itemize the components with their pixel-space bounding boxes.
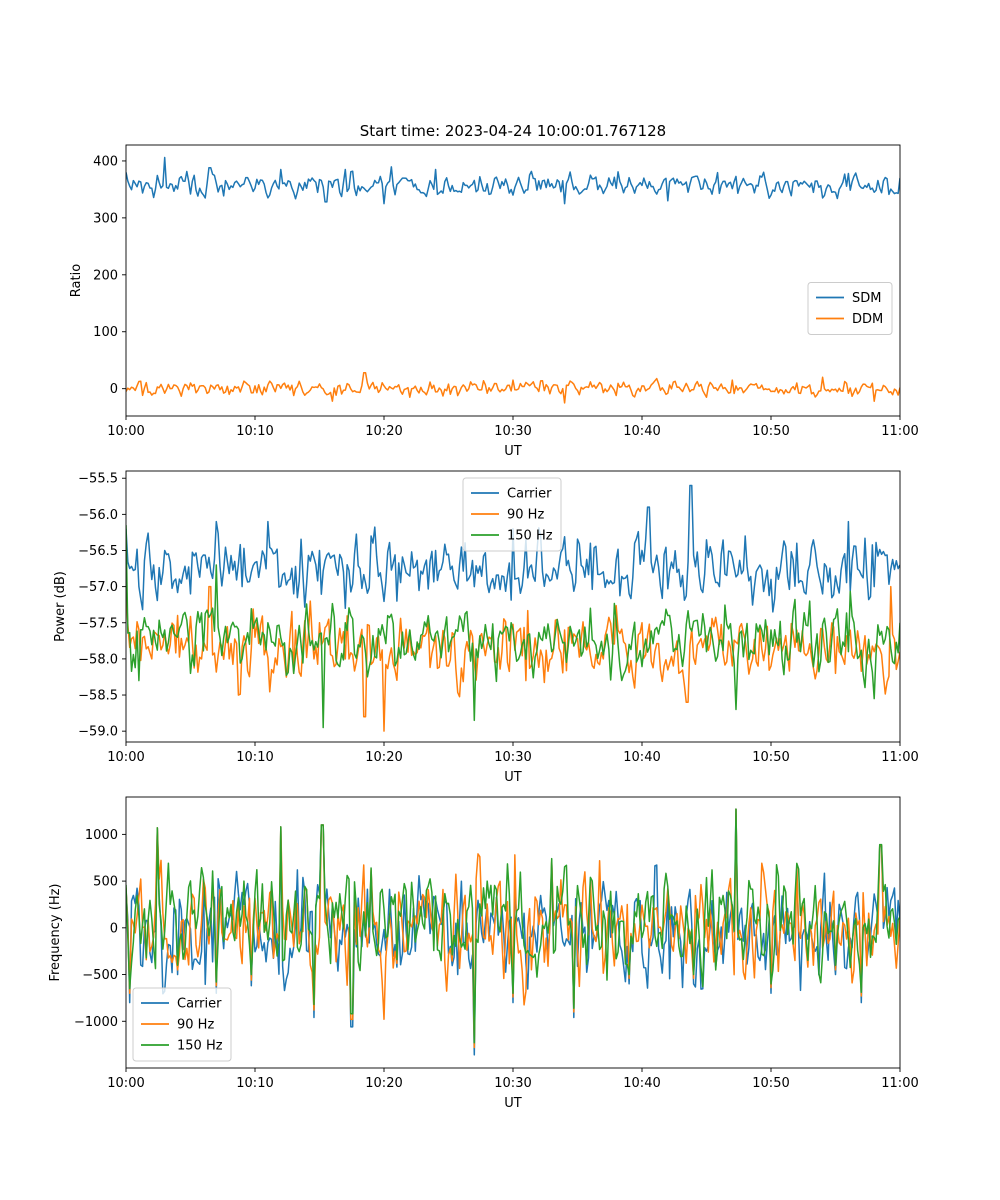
x-tick-label: 10:20 (365, 1076, 402, 1091)
x-tick-label: 11:00 (881, 424, 918, 439)
x-tick-label: 10:30 (494, 750, 531, 765)
y-tick-label: −56.5 (78, 544, 118, 559)
legend: Carrier 90 Hz 150 Hz (132, 987, 232, 1062)
x-tick-label: 10:10 (236, 424, 273, 439)
legend-label: 150 Hz (177, 1039, 223, 1054)
x-tick-label: 11:00 (881, 1076, 918, 1091)
legend-box (132, 987, 232, 1062)
y-tick-label: −59.0 (78, 725, 118, 740)
legend-label: Carrier (177, 997, 222, 1012)
x-tick-label: 11:00 (881, 750, 918, 765)
legend: SDM DDM (807, 282, 893, 335)
legend-label: 90 Hz (177, 1018, 214, 1033)
x-axis-label: UT (504, 770, 522, 785)
x-tick-label: 10:00 (107, 424, 144, 439)
x-axis-label: UT (504, 444, 522, 459)
legend-box (807, 282, 893, 335)
x-tick-label: 10:40 (623, 1076, 660, 1091)
y-tick-label: −58.0 (78, 652, 118, 667)
subplot-2: 10:00 10:10 10:20 10:30 10:40 10:50 11:00 −59.0… (53, 470, 919, 785)
x-tick-label: 10:00 (107, 1076, 144, 1091)
y-axis-label: Power (dB) (53, 571, 68, 642)
series-line-90-hz (126, 585, 900, 732)
series-line-150-hz (126, 808, 900, 1044)
y-tick-label: −57.0 (78, 580, 118, 595)
legend: Carrier 90 Hz 150 Hz (462, 477, 562, 552)
legend-label: Carrier (507, 487, 552, 502)
y-tick-label: −500 (82, 968, 118, 983)
y-tick-label: 300 (93, 211, 118, 226)
series-line-carrier (126, 808, 900, 1056)
y-tick-label: 500 (93, 875, 118, 890)
y-tick-label: −57.5 (78, 616, 118, 631)
x-tick-label: 10:30 (494, 1076, 531, 1091)
x-tick-label: 10:10 (236, 1076, 273, 1091)
subplot-1: 10:00 10:10 10:20 10:30 10:40 10:50 11:00 0 100 2… (69, 122, 919, 459)
legend-label: 150 Hz (507, 529, 553, 544)
legend-box (462, 477, 562, 552)
y-axis-label: Ratio (69, 264, 84, 297)
series-line-150-hz (126, 525, 900, 729)
x-tick-label: 10:20 (365, 424, 402, 439)
y-tick-label: 100 (93, 325, 118, 340)
series-line-ddm (126, 371, 900, 404)
series-line-sdm (126, 156, 900, 205)
y-tick-label: −56.0 (78, 508, 118, 523)
series-line-90-hz (126, 808, 900, 1049)
y-tick-label: 1000 (85, 828, 118, 843)
x-tick-label: 10:50 (752, 1076, 789, 1091)
legend-label: DDM (852, 312, 883, 327)
x-tick-label: 10:30 (494, 424, 531, 439)
subplot-3: 10:00 10:10 10:20 10:30 10:40 10:50 11:00 −1000… (48, 796, 919, 1111)
x-tick-label: 10:40 (623, 750, 660, 765)
x-tick-label: 10:40 (623, 424, 660, 439)
x-tick-label: 10:20 (365, 750, 402, 765)
x-tick-label: 10:00 (107, 750, 144, 765)
x-tick-label: 10:10 (236, 750, 273, 765)
y-tick-label: −55.5 (78, 472, 118, 487)
y-axis-label: Frequency (Hz) (48, 883, 63, 981)
legend-label: SDM (852, 291, 881, 306)
x-tick-label: 10:50 (752, 750, 789, 765)
x-tick-label: 10:50 (752, 424, 789, 439)
y-tick-label: 200 (93, 268, 118, 283)
y-tick-label: 0 (110, 921, 118, 936)
chart-title: Start time: 2023-04-24 10:00:01.767128 (360, 122, 666, 140)
legend-label: 90 Hz (507, 508, 544, 523)
y-tick-label: −58.5 (78, 689, 118, 704)
y-tick-label: 0 (110, 382, 118, 397)
y-tick-label: 400 (93, 154, 118, 169)
x-axis-label: UT (504, 1096, 522, 1111)
y-tick-label: −1000 (74, 1015, 118, 1030)
